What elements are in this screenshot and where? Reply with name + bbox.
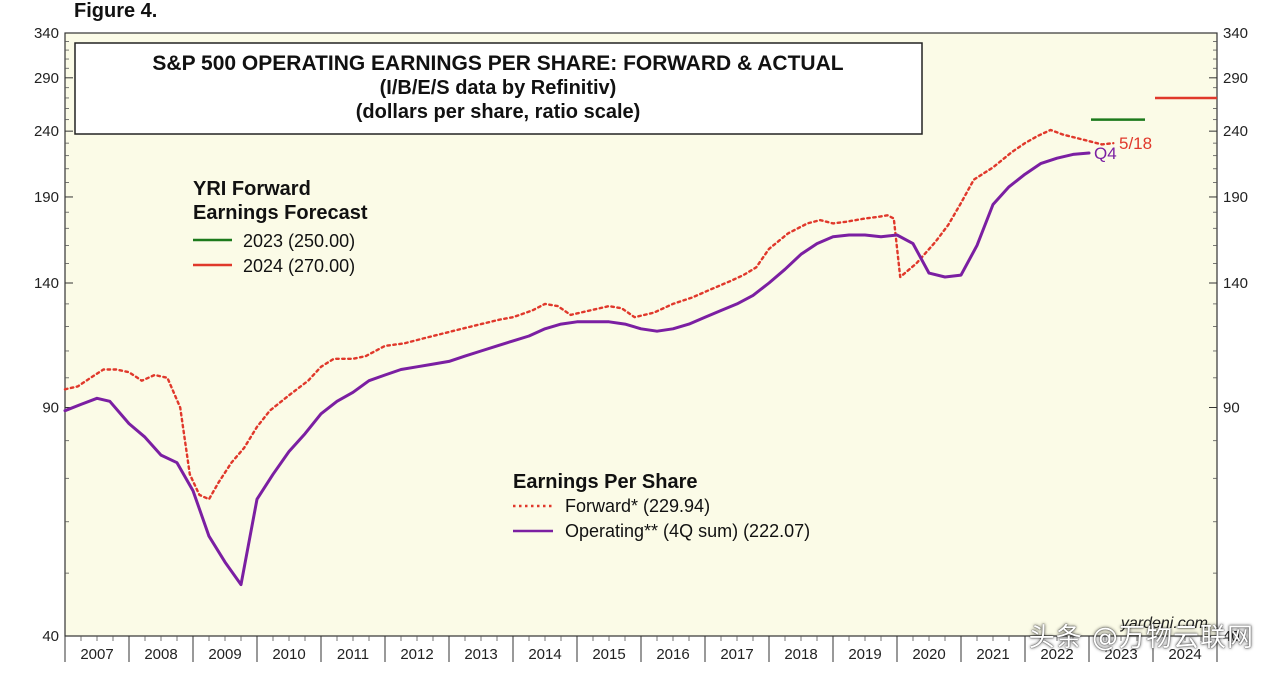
y-tick-label-left: 190 bbox=[34, 189, 59, 206]
x-tick-label: 2012 bbox=[400, 646, 433, 663]
y-tick-label-right: 40 bbox=[1223, 628, 1240, 645]
chart-subtitle: (I/B/E/S data by Refinitiv) bbox=[380, 77, 617, 99]
forecast-legend-heading-1: YRI Forward bbox=[193, 178, 311, 200]
x-tick-label: 2007 bbox=[80, 646, 113, 663]
watermark: 头条 @万物云联网 bbox=[1028, 623, 1254, 653]
x-tick-label: 2016 bbox=[656, 646, 689, 663]
x-tick-label: 2018 bbox=[784, 646, 817, 663]
axes-group: 340 340 290 290 240 240 190 190 140 140 90 90 40 40 20… bbox=[34, 25, 1248, 663]
y-tick-label-right: 90 bbox=[1223, 400, 1240, 417]
y-tick-label-left: 40 bbox=[42, 628, 59, 645]
y-tick-label-right: 190 bbox=[1223, 189, 1248, 206]
x-tick-label: 2024 bbox=[1168, 646, 1201, 663]
source-label: yardeni.com bbox=[1120, 615, 1208, 632]
chart-title: S&P 500 OPERATING EARNINGS PER SHARE: FO… bbox=[152, 52, 843, 75]
forecast-legend-heading-2: Earnings Forecast bbox=[193, 202, 368, 224]
y-tick-label-left: 140 bbox=[34, 275, 59, 292]
y-tick-label-right: 140 bbox=[1223, 275, 1248, 292]
y-tick-label-right: 340 bbox=[1223, 25, 1248, 42]
x-tick-label: 2014 bbox=[528, 646, 561, 663]
x-tick-label: 2020 bbox=[912, 646, 945, 663]
y-tick-label-left: 240 bbox=[34, 123, 59, 140]
x-tick-label: 2010 bbox=[272, 646, 305, 663]
x-tick-label: 2009 bbox=[208, 646, 241, 663]
y-tick-label-right: 240 bbox=[1223, 123, 1248, 140]
y-tick-label-left: 90 bbox=[42, 400, 59, 417]
title-box bbox=[74, 42, 923, 135]
operating-eps-line bbox=[63, 151, 1091, 587]
legend-label-operating: Operating** (4Q sum) (222.07) bbox=[565, 521, 810, 541]
y-tick-label-right: 290 bbox=[1223, 70, 1248, 87]
x-tick-label: 2008 bbox=[144, 646, 177, 663]
forward-end-label: 5/18 bbox=[1119, 134, 1152, 153]
legend-label-2023: 2023 (250.00) bbox=[243, 231, 355, 251]
legend-label-forward: Forward* (229.94) bbox=[565, 496, 710, 516]
legend-label-2024: 2024 (270.00) bbox=[243, 256, 355, 276]
x-tick-label: 2022 bbox=[1040, 646, 1073, 663]
y-tick-label-left: 290 bbox=[34, 70, 59, 87]
x-tick-label: 2023 bbox=[1104, 646, 1137, 663]
chart-units: (dollars per share, ratio scale) bbox=[356, 101, 641, 123]
figure-label: Figure 4. bbox=[74, 0, 158, 22]
x-tick-label: 2015 bbox=[592, 646, 625, 663]
x-tick-label: 2017 bbox=[720, 646, 753, 663]
y-tick-label-left: 340 bbox=[34, 25, 59, 42]
x-tick-label: 2021 bbox=[976, 646, 1009, 663]
x-tick-label: 2013 bbox=[464, 646, 497, 663]
forward-eps-line bbox=[63, 128, 1115, 501]
operating-end-label: Q4 bbox=[1094, 144, 1117, 163]
eps-legend-heading: Earnings Per Share bbox=[513, 471, 698, 493]
x-tick-label: 2011 bbox=[337, 646, 369, 663]
series-layer bbox=[63, 96, 1217, 587]
x-tick-label: 2019 bbox=[848, 646, 881, 663]
